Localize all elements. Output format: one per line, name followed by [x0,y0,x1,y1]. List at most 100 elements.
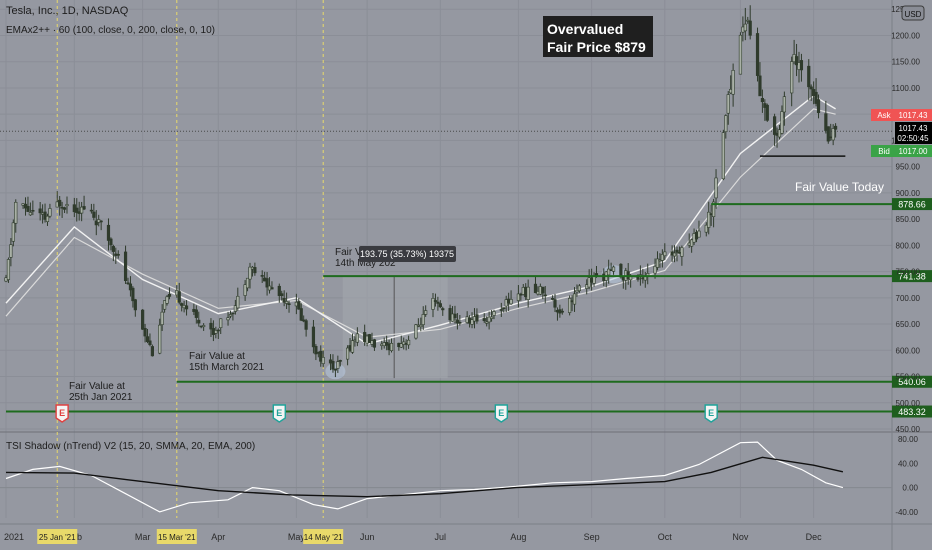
candle[interactable] [453,313,457,319]
candle[interactable] [782,96,786,113]
candle[interactable] [253,267,257,274]
candle[interactable] [826,126,830,142]
candle[interactable] [355,333,359,343]
candle[interactable] [731,70,735,95]
candle[interactable] [209,322,213,330]
candle[interactable] [799,60,804,71]
candle[interactable] [126,282,130,285]
candle[interactable] [299,308,303,321]
candle[interactable] [228,314,233,317]
candle[interactable] [441,308,445,311]
candle[interactable] [431,298,435,310]
candle[interactable] [109,238,113,246]
candle[interactable] [350,340,355,353]
candle[interactable] [167,293,172,297]
candle[interactable] [553,299,557,308]
candle[interactable] [202,325,206,328]
candle[interactable] [660,254,664,261]
candle[interactable] [711,201,716,217]
candle[interactable] [150,346,155,357]
candle[interactable] [436,301,440,304]
candle[interactable] [760,97,764,103]
candle[interactable] [509,299,513,305]
candle[interactable] [607,268,611,276]
candle[interactable] [284,301,289,304]
candle[interactable] [197,319,201,324]
candle[interactable] [794,56,799,66]
candle[interactable] [663,251,667,257]
candle[interactable] [541,286,545,294]
candle[interactable] [738,34,743,75]
candle[interactable] [6,259,11,280]
candle[interactable] [214,330,218,334]
candle[interactable] [75,207,79,213]
candle[interactable] [372,339,377,348]
candle[interactable] [475,314,479,322]
candle[interactable] [194,309,198,318]
candle[interactable] [245,277,250,289]
candle[interactable] [216,329,220,332]
candle[interactable] [724,115,728,133]
candle[interactable] [99,220,103,223]
candle[interactable] [226,317,230,321]
candle[interactable] [592,276,596,284]
candle[interactable] [11,222,15,242]
candle[interactable] [219,318,223,328]
candle[interactable] [141,309,145,330]
candle[interactable] [28,212,33,216]
candle[interactable] [180,303,184,306]
candle[interactable] [82,206,86,210]
candle[interactable] [45,215,50,222]
candle[interactable] [543,294,547,297]
candle[interactable] [48,208,52,217]
candle[interactable] [807,65,811,88]
candle[interactable] [489,316,494,319]
candle[interactable] [438,303,442,308]
candle[interactable] [80,206,84,214]
candle[interactable] [824,113,828,131]
candle[interactable] [758,75,762,97]
candle[interactable] [809,86,813,90]
candle[interactable] [690,239,694,247]
candle[interactable] [133,299,137,311]
candle[interactable] [145,336,150,343]
candle[interactable] [148,340,152,346]
candle[interactable] [611,266,616,272]
candle[interactable] [780,111,784,134]
candle[interactable] [526,286,530,300]
candle[interactable] [260,275,264,277]
candle[interactable] [123,251,128,282]
candle[interactable] [367,334,372,344]
candle[interactable] [270,287,274,290]
candle[interactable] [248,266,252,280]
candle[interactable] [62,207,67,210]
candle[interactable] [492,311,496,316]
candle[interactable] [58,199,62,207]
candle[interactable] [160,311,164,325]
candle[interactable] [243,284,247,296]
candle[interactable] [487,316,491,323]
candle[interactable] [485,321,489,324]
candle[interactable] [131,287,135,302]
candle[interactable] [755,33,760,76]
candle[interactable] [455,319,460,324]
tsi-indicator-legend[interactable]: TSI Shadow (nTrend) V2 (15, 20, SMMA, 20… [6,441,255,452]
candle[interactable] [94,220,98,226]
candle[interactable] [177,291,181,303]
candle[interactable] [158,324,162,354]
candle[interactable] [231,312,235,315]
candle[interactable] [319,350,323,362]
candle[interactable] [672,252,677,257]
candle[interactable] [31,209,35,212]
candle[interactable] [568,298,572,313]
candle[interactable] [707,211,711,228]
candle[interactable] [419,324,423,328]
earnings-marker[interactable] [272,404,286,423]
candle[interactable] [433,300,438,302]
candle[interactable] [704,224,708,233]
candle[interactable] [406,339,411,346]
candle[interactable] [336,361,340,369]
candle[interactable] [280,293,284,297]
candle[interactable] [772,116,777,135]
